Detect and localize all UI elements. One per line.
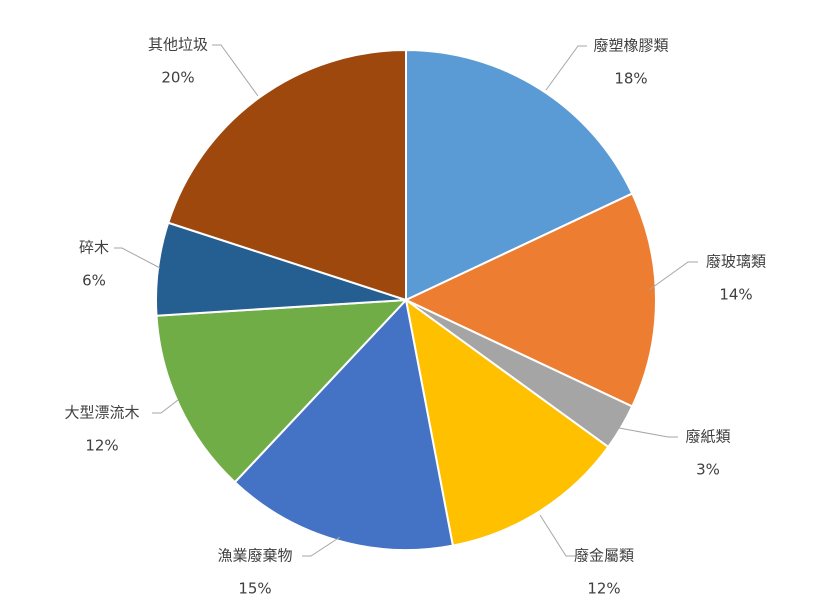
pie-slice — [233, 297, 455, 551]
slice-label: 大型漂流木 — [64, 404, 139, 422]
slice-percent-label: 14% — [719, 286, 752, 304]
slice-label: 廢塑橡膠類 — [593, 37, 668, 55]
slice-labels: 廢塑橡膠類 18% 廢玻璃類 14% 廢紙類 3% 廢金屬類 12% 漁業廢棄物 15% 大型漂流木… — [64, 36, 766, 598]
leader-lines — [114, 44, 698, 557]
slice-percent-label: 20% — [161, 69, 194, 87]
pie-slices — [155, 48, 657, 551]
slice-label: 其他垃圾 — [148, 36, 208, 54]
slice-percent-label: 12% — [587, 580, 620, 598]
slice-percent-label: 18% — [614, 70, 647, 88]
pie-slice — [155, 298, 409, 484]
leader-line — [648, 261, 698, 291]
pie-slice — [404, 297, 610, 547]
slice-percent-label: 3% — [696, 461, 720, 479]
leader-line — [545, 45, 587, 91]
slice-percent-label: 15% — [238, 580, 271, 598]
pie-slice — [403, 192, 657, 408]
leader-line — [152, 399, 179, 414]
slice-label: 漁業廢棄物 — [217, 547, 292, 565]
slice-label: 廢金屬類 — [574, 547, 634, 565]
leader-line — [114, 247, 161, 269]
pie-slice — [166, 48, 407, 302]
slice-label: 廢紙類 — [685, 428, 730, 446]
leader-line — [302, 536, 341, 557]
slice-percent-label: 12% — [85, 437, 118, 455]
pie-slice — [405, 48, 634, 302]
slice-label: 廢玻璃類 — [706, 253, 766, 271]
slice-label: 碎木 — [79, 239, 109, 257]
leader-line — [539, 514, 576, 557]
slice-percent-label: 6% — [82, 272, 106, 290]
leader-line — [618, 427, 678, 438]
leader-line — [212, 44, 259, 97]
